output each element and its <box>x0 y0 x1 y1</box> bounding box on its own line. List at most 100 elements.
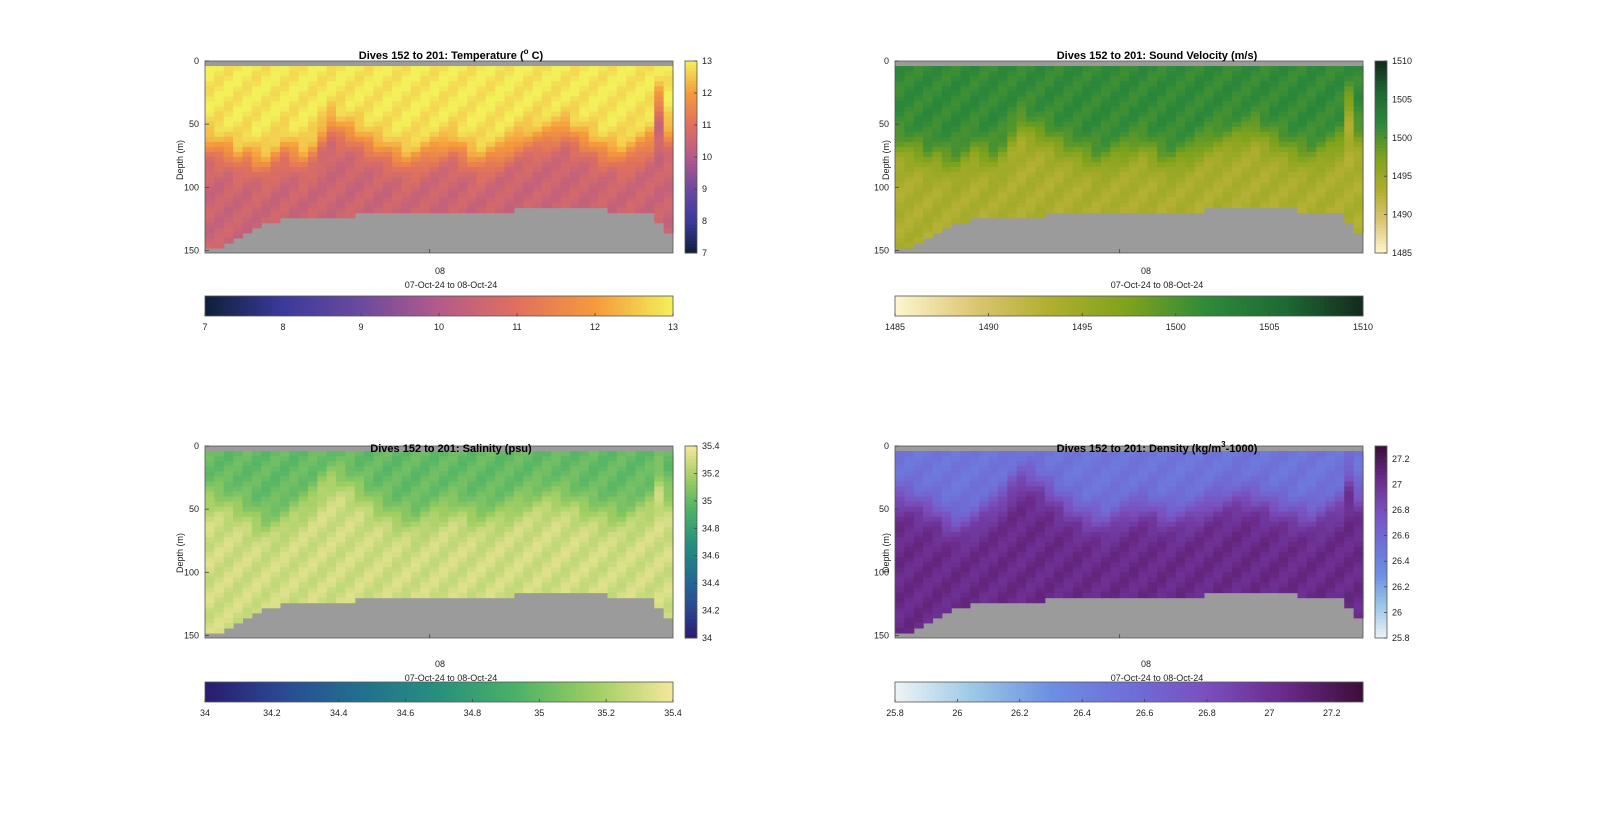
sound-velocity-cell <box>1138 177 1149 183</box>
sound-velocity-cell <box>1147 106 1158 113</box>
salinity-cell <box>579 481 590 488</box>
sound-velocity-cell <box>1297 66 1308 72</box>
sound-velocity-cell <box>1297 187 1308 193</box>
temperature-cell <box>448 202 459 209</box>
temperature-cell <box>504 66 515 72</box>
salinity-cell <box>242 476 253 482</box>
salinity-cell <box>270 471 281 477</box>
temperature-cell <box>345 192 356 199</box>
sound-velocity-cell <box>1203 197 1214 204</box>
sound-velocity-cell <box>997 141 1008 148</box>
sound-velocity-cell <box>1147 177 1158 183</box>
temperature-cell <box>457 121 468 128</box>
salinity-cell <box>663 456 674 462</box>
salinity-cell <box>214 582 225 589</box>
sound-velocity-cell <box>913 141 924 148</box>
salinity-cell <box>336 552 346 558</box>
temperature-cell <box>392 126 403 133</box>
temperature-cell <box>336 141 346 148</box>
temperature-cell <box>233 151 244 158</box>
sound-velocity-cell <box>979 101 990 108</box>
salinity-cell <box>420 592 431 599</box>
sound-velocity-cell <box>1016 126 1027 133</box>
temperature-cell <box>607 192 618 199</box>
salinity-cell <box>289 536 300 543</box>
sound-velocity-cell <box>1260 162 1270 168</box>
temperature-cell <box>635 197 646 204</box>
temperature-cell <box>626 197 637 204</box>
salinity-cell <box>607 511 618 518</box>
temperature-cell <box>635 172 646 178</box>
temperature-cell <box>223 86 234 92</box>
temperature-cell <box>336 71 346 77</box>
salinity-cell <box>392 531 403 538</box>
sound-velocity-cell <box>1288 121 1299 128</box>
temperature-cell <box>279 187 290 193</box>
salinity-cell <box>251 516 262 523</box>
temperature-colorbar-segment <box>685 121 697 126</box>
salinity-cell <box>214 617 225 624</box>
salinity-cell <box>663 451 674 457</box>
sound-velocity-cell <box>1007 202 1018 209</box>
sound-velocity-cell <box>1344 167 1355 173</box>
sound-velocity-cell <box>951 207 962 214</box>
sound-velocity-cell <box>1110 151 1121 158</box>
salinity-cell <box>214 516 225 523</box>
temperature-cell <box>654 131 665 138</box>
sound-velocity-cell <box>904 192 915 199</box>
temperature-cell <box>279 177 290 183</box>
sound-velocity-cell <box>1353 146 1364 153</box>
temperature-cell <box>663 116 674 123</box>
temperature-cell <box>570 177 580 183</box>
sound-velocity-cell <box>1203 91 1214 97</box>
temperature-cell <box>448 177 459 183</box>
salinity-cell <box>307 572 318 578</box>
temperature-cell <box>541 197 552 204</box>
salinity-cell <box>532 481 543 488</box>
salinity-cell <box>551 552 562 558</box>
temperature-cell <box>233 71 244 77</box>
sound-velocity-cell <box>1353 96 1364 103</box>
sound-velocity-cell <box>1334 66 1345 72</box>
salinity-cell <box>373 491 384 498</box>
sound-velocity-cell <box>1044 162 1055 168</box>
sound-velocity-cell <box>932 71 943 77</box>
sound-velocity-cell <box>1129 172 1139 178</box>
sound-velocity-cell <box>1091 141 1102 148</box>
salinity-colorbar-segment <box>685 618 697 623</box>
temperature-cell <box>560 136 571 143</box>
salinity-cell <box>242 451 253 457</box>
sound-velocity-cell <box>1026 96 1036 103</box>
temperature-cell <box>429 71 440 77</box>
salinity-cell <box>214 622 225 629</box>
sound-velocity-cell <box>1175 81 1186 87</box>
sound-velocity-hcolorbar-tick-label: 1505 <box>1259 322 1279 332</box>
sound-velocity-cell <box>1185 101 1196 108</box>
sound-velocity-cell <box>969 116 980 123</box>
sound-velocity-cell <box>960 101 971 108</box>
sound-velocity-cell <box>969 157 980 163</box>
temperature-cell <box>504 86 515 92</box>
sound-velocity-cell <box>1026 121 1036 128</box>
temperature-cell <box>242 76 253 82</box>
sound-velocity-cell <box>1288 187 1299 193</box>
salinity-cell <box>307 521 318 528</box>
sound-velocity-cell <box>1297 106 1308 113</box>
temperature-cell <box>523 111 534 118</box>
salinity-cell <box>467 466 478 472</box>
temperature-cell <box>588 131 599 138</box>
salinity-cell <box>410 451 421 457</box>
salinity-cell <box>401 577 412 584</box>
sound-velocity-cell <box>1082 81 1093 87</box>
salinity-cell <box>242 607 253 614</box>
sound-velocity-cell <box>1325 182 1336 188</box>
temperature-cell <box>607 76 618 82</box>
salinity-cell <box>626 521 637 528</box>
sound-velocity-hcolorbar-segment <box>1027 296 1032 316</box>
temperature-cell <box>233 192 244 199</box>
sound-velocity-cell <box>951 126 962 133</box>
salinity-cell <box>336 451 346 457</box>
salinity-cell <box>298 501 309 508</box>
sound-velocity-cell <box>1250 197 1261 204</box>
salinity-cell <box>570 456 580 462</box>
